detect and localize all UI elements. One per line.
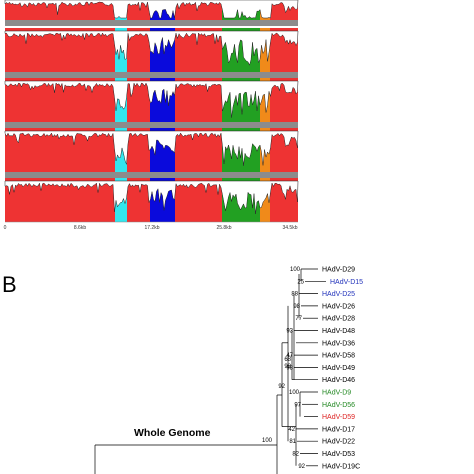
- panel-letter-b: B: [2, 272, 17, 297]
- bootstrap-value: 100: [289, 390, 300, 396]
- similarity-curve: [4, 30, 299, 66]
- tree-leaves: HAdV-D29 HAdV-D15 HAdV-D25 HAdV-D26 HAdV-D28…: [322, 267, 363, 471]
- row-divider: [5, 20, 298, 26]
- leaf-label: HAdV-D26: [322, 303, 355, 310]
- similarity-row: [4, 128, 299, 172]
- bootstrap-value: 77: [295, 316, 302, 322]
- similarity-band: [175, 0, 222, 20]
- similarity-row: [4, 28, 299, 72]
- leaf-label: HAdV-D15: [330, 279, 363, 286]
- leaf-label: HAdV-D58: [322, 353, 355, 360]
- similarity-curve: [4, 0, 299, 19]
- bootstrap-value: 68: [284, 357, 291, 363]
- bootstrap-value: 98: [293, 304, 300, 310]
- similarity-curve: [4, 80, 299, 118]
- tree-branches: [94, 268, 326, 474]
- similarity-band: [260, 28, 270, 72]
- leaf-label: HAdV-D48: [322, 328, 355, 335]
- leaf-label: HAdV-D49: [322, 365, 355, 372]
- similarity-plot-panel: 0 8.6kb 17.2kb 25.8kb 34.5kb: [4, 0, 299, 231]
- bootstrap-value: 25: [297, 279, 304, 285]
- similarity-band: [5, 0, 115, 20]
- similarity-curve: [4, 180, 299, 214]
- tree-title: Whole Genome: [134, 427, 211, 439]
- similarity-row: [4, 78, 299, 122]
- leaf-label: HAdV-D59: [322, 414, 355, 421]
- leaf-label: HAdV-D9: [322, 390, 351, 397]
- bootstrap-value: 92: [278, 384, 285, 390]
- bootstrap-value: 81: [289, 439, 296, 445]
- bootstrap-value: 42: [288, 427, 295, 433]
- similarity-row: [4, 0, 299, 20]
- leaf-label: HAdV-D36: [322, 340, 355, 347]
- x-tick-label: 25.8kb: [216, 225, 231, 231]
- bootstrap-value: 93: [286, 329, 293, 335]
- row-divider: [5, 72, 298, 78]
- x-tick-label: 8.6kb: [74, 225, 86, 231]
- similarity-band: [260, 178, 270, 222]
- similarity-band: [127, 28, 150, 72]
- leaf-label: HAdV-D19C: [322, 463, 360, 470]
- bootstrap-value: 98: [284, 364, 291, 370]
- leaf-label: HAdV-D29: [322, 267, 355, 274]
- leaf-label: HAdV-D56: [322, 402, 355, 409]
- similarity-row: [4, 178, 299, 222]
- x-tick-label: 34.5kb: [282, 225, 297, 231]
- leaf-label: HAdV-D46: [322, 377, 355, 384]
- similarity-curve: [4, 130, 299, 166]
- similarity-plot-rows: [4, 0, 299, 222]
- leaf-label: HAdV-D17: [322, 426, 355, 433]
- x-tick-label: 17.2kb: [144, 225, 159, 231]
- x-axis-ticks: 0 8.6kb 17.2kb 25.8kb 34.5kb: [4, 225, 298, 231]
- bootstrap-value: 92: [298, 464, 305, 470]
- bootstrap-value: 100: [290, 267, 301, 273]
- leaf-label: HAdV-D28: [322, 316, 355, 323]
- bootstrap-value: 98: [286, 365, 293, 371]
- leaf-label: HAdV-D53: [322, 451, 355, 458]
- similarity-band: [127, 128, 150, 172]
- similarity-band: [127, 178, 150, 222]
- bootstrap-value: 88: [291, 292, 298, 298]
- phylogenetic-tree-panel: B Whole Genome HAdV-D29HAdV-D15HAdV-D25H…: [2, 267, 363, 474]
- row-divider: [5, 122, 298, 128]
- bootstrap-value: 100: [262, 438, 273, 444]
- row-divider: [5, 172, 298, 178]
- leaf-label: HAdV-D22: [322, 439, 355, 446]
- leaf-label: HAdV-D25: [322, 291, 355, 298]
- bootstrap-value: 82: [292, 452, 299, 458]
- bootstrap-value: 47: [286, 353, 293, 359]
- similarity-band: [127, 0, 150, 20]
- bootstrap-value: 97: [294, 402, 301, 408]
- x-tick-label: 0: [4, 225, 7, 231]
